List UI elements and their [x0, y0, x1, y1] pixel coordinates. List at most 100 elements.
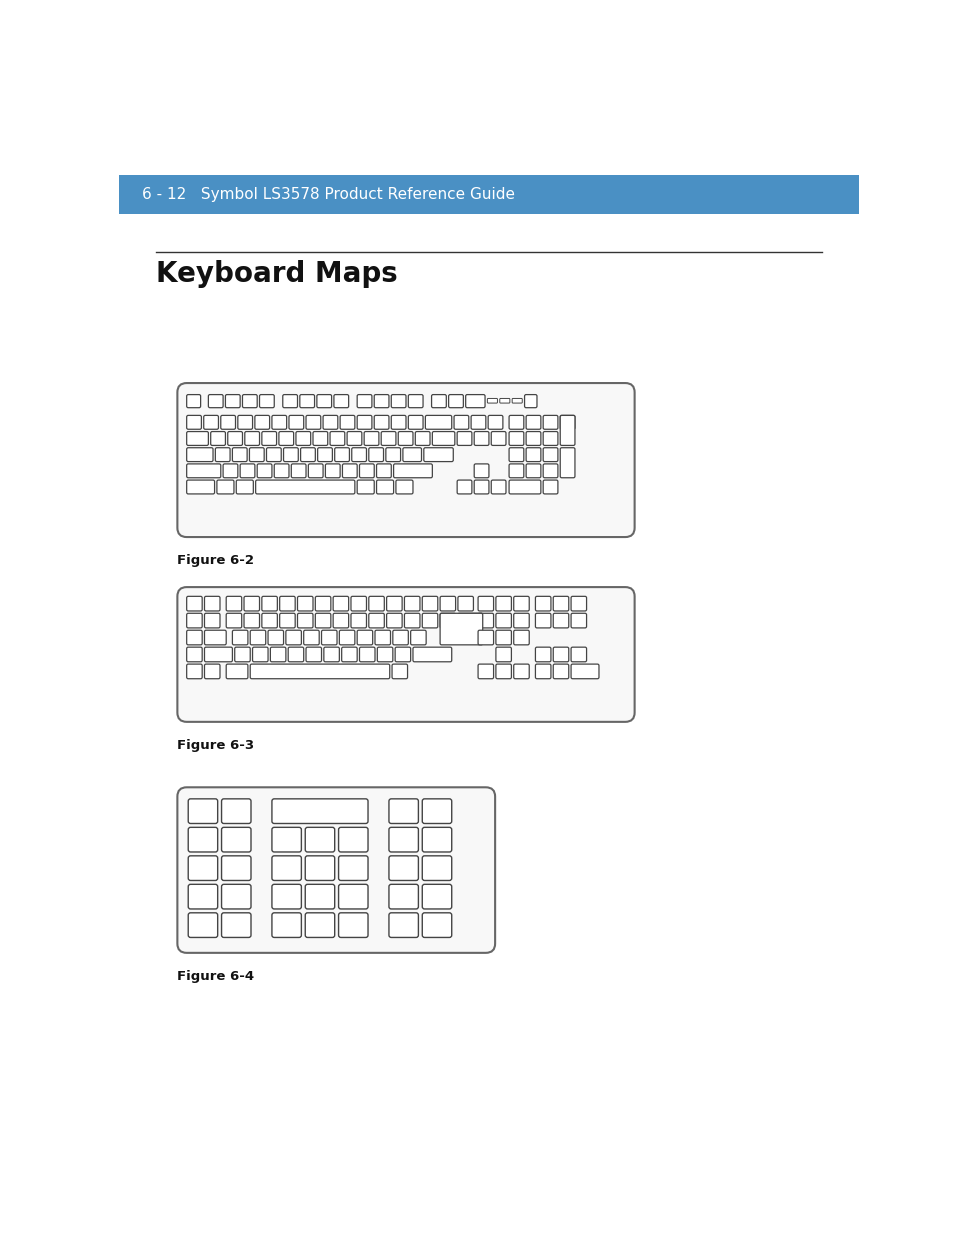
- FancyBboxPatch shape: [272, 827, 301, 852]
- FancyBboxPatch shape: [289, 415, 303, 430]
- FancyBboxPatch shape: [376, 480, 394, 494]
- FancyBboxPatch shape: [391, 415, 406, 430]
- FancyBboxPatch shape: [524, 395, 537, 408]
- FancyBboxPatch shape: [297, 614, 313, 627]
- FancyBboxPatch shape: [422, 856, 452, 881]
- FancyBboxPatch shape: [456, 480, 472, 494]
- FancyBboxPatch shape: [303, 630, 319, 645]
- FancyBboxPatch shape: [237, 415, 253, 430]
- FancyBboxPatch shape: [535, 664, 550, 679]
- FancyBboxPatch shape: [509, 448, 523, 462]
- FancyBboxPatch shape: [465, 395, 484, 408]
- FancyBboxPatch shape: [226, 614, 241, 627]
- FancyBboxPatch shape: [439, 614, 456, 627]
- FancyBboxPatch shape: [177, 383, 634, 537]
- FancyBboxPatch shape: [542, 480, 558, 494]
- FancyBboxPatch shape: [305, 856, 335, 881]
- FancyBboxPatch shape: [249, 448, 264, 462]
- FancyBboxPatch shape: [393, 630, 408, 645]
- FancyBboxPatch shape: [431, 395, 446, 408]
- FancyBboxPatch shape: [188, 913, 217, 937]
- FancyBboxPatch shape: [571, 597, 586, 611]
- FancyBboxPatch shape: [177, 587, 634, 721]
- FancyBboxPatch shape: [250, 630, 266, 645]
- FancyBboxPatch shape: [496, 614, 511, 627]
- FancyBboxPatch shape: [351, 597, 366, 611]
- FancyBboxPatch shape: [408, 415, 422, 430]
- FancyBboxPatch shape: [244, 614, 259, 627]
- FancyBboxPatch shape: [422, 799, 452, 824]
- FancyBboxPatch shape: [457, 614, 482, 627]
- FancyBboxPatch shape: [242, 395, 257, 408]
- FancyBboxPatch shape: [253, 647, 268, 662]
- FancyBboxPatch shape: [422, 597, 437, 611]
- Bar: [119, 175, 858, 214]
- FancyBboxPatch shape: [542, 464, 558, 478]
- FancyBboxPatch shape: [315, 614, 331, 627]
- FancyBboxPatch shape: [525, 448, 540, 462]
- FancyBboxPatch shape: [491, 431, 505, 446]
- FancyBboxPatch shape: [513, 597, 529, 611]
- FancyBboxPatch shape: [448, 395, 463, 408]
- FancyBboxPatch shape: [559, 448, 575, 478]
- FancyBboxPatch shape: [351, 614, 366, 627]
- FancyBboxPatch shape: [509, 464, 523, 478]
- FancyBboxPatch shape: [341, 647, 356, 662]
- FancyBboxPatch shape: [542, 431, 558, 446]
- FancyBboxPatch shape: [226, 664, 248, 679]
- FancyBboxPatch shape: [356, 395, 372, 408]
- FancyBboxPatch shape: [415, 431, 430, 446]
- FancyBboxPatch shape: [422, 913, 452, 937]
- FancyBboxPatch shape: [295, 431, 311, 446]
- FancyBboxPatch shape: [215, 448, 230, 462]
- FancyBboxPatch shape: [233, 448, 247, 462]
- FancyBboxPatch shape: [553, 664, 568, 679]
- FancyBboxPatch shape: [474, 464, 488, 478]
- FancyBboxPatch shape: [306, 415, 320, 430]
- FancyBboxPatch shape: [369, 448, 383, 462]
- FancyBboxPatch shape: [422, 884, 452, 909]
- FancyBboxPatch shape: [471, 415, 485, 430]
- FancyBboxPatch shape: [278, 431, 294, 446]
- FancyBboxPatch shape: [340, 415, 355, 430]
- FancyBboxPatch shape: [369, 597, 384, 611]
- FancyBboxPatch shape: [559, 415, 575, 430]
- Text: Figure 6-2: Figure 6-2: [177, 555, 254, 567]
- FancyBboxPatch shape: [291, 464, 306, 478]
- FancyBboxPatch shape: [342, 464, 356, 478]
- FancyBboxPatch shape: [188, 856, 217, 881]
- FancyBboxPatch shape: [323, 415, 337, 430]
- FancyBboxPatch shape: [374, 415, 389, 430]
- FancyBboxPatch shape: [187, 480, 214, 494]
- FancyBboxPatch shape: [356, 415, 372, 430]
- FancyBboxPatch shape: [187, 431, 208, 446]
- FancyBboxPatch shape: [376, 464, 391, 478]
- FancyBboxPatch shape: [356, 630, 373, 645]
- FancyBboxPatch shape: [188, 884, 217, 909]
- FancyBboxPatch shape: [233, 630, 248, 645]
- FancyBboxPatch shape: [187, 415, 201, 430]
- FancyBboxPatch shape: [187, 448, 213, 462]
- FancyBboxPatch shape: [300, 448, 315, 462]
- FancyBboxPatch shape: [257, 464, 272, 478]
- FancyBboxPatch shape: [512, 399, 521, 403]
- FancyBboxPatch shape: [359, 647, 375, 662]
- FancyBboxPatch shape: [259, 395, 274, 408]
- FancyBboxPatch shape: [389, 884, 418, 909]
- FancyBboxPatch shape: [395, 480, 413, 494]
- FancyBboxPatch shape: [571, 647, 586, 662]
- FancyBboxPatch shape: [423, 448, 453, 462]
- FancyBboxPatch shape: [477, 597, 493, 611]
- FancyBboxPatch shape: [525, 431, 540, 446]
- FancyBboxPatch shape: [542, 415, 558, 430]
- FancyBboxPatch shape: [266, 448, 281, 462]
- FancyBboxPatch shape: [389, 799, 418, 824]
- FancyBboxPatch shape: [525, 464, 540, 478]
- FancyBboxPatch shape: [306, 647, 321, 662]
- FancyBboxPatch shape: [240, 464, 254, 478]
- FancyBboxPatch shape: [187, 664, 202, 679]
- FancyBboxPatch shape: [323, 647, 339, 662]
- FancyBboxPatch shape: [513, 614, 529, 627]
- FancyBboxPatch shape: [392, 664, 407, 679]
- FancyBboxPatch shape: [509, 480, 540, 494]
